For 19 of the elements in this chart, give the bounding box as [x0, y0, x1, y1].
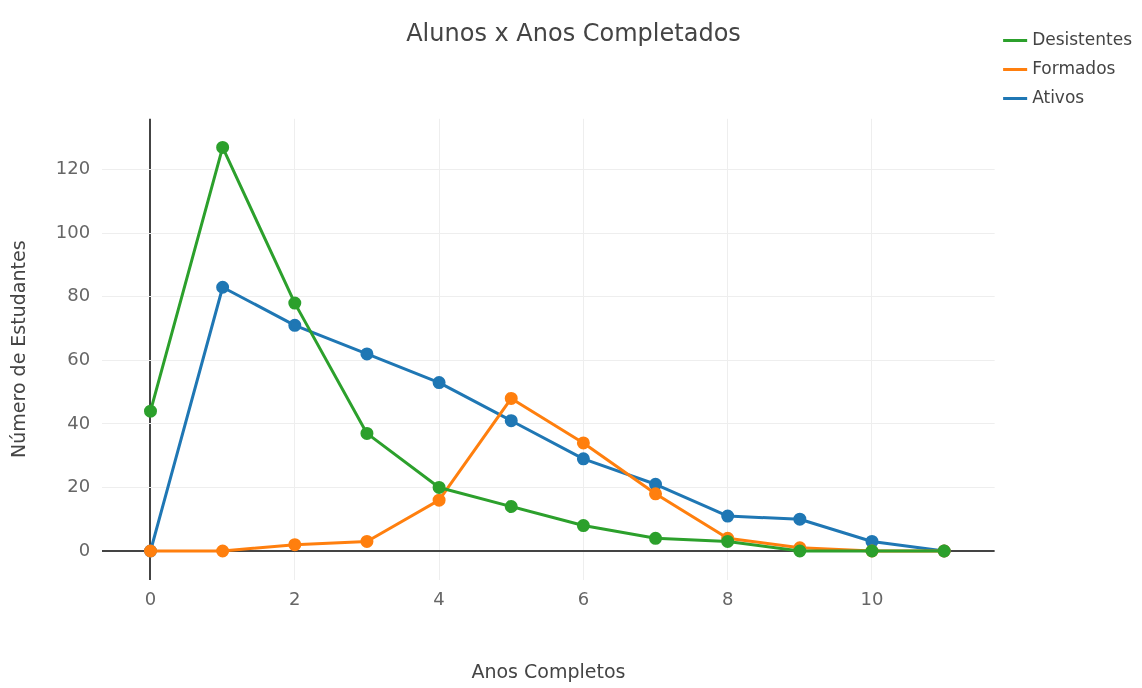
y-tick-label: 120 — [55, 157, 91, 179]
x-axis-title: Anos Completos — [471, 659, 626, 682]
x-tick-label: 2 — [289, 588, 301, 610]
x-tick-label: 4 — [433, 588, 445, 610]
chart-title: Alunos x Anos Completados — [406, 18, 741, 47]
y-tick-label: 100 — [55, 220, 91, 242]
y-tick-label: 0 — [78, 538, 91, 560]
y-tick-label: 20 — [67, 475, 91, 497]
x-tick-label: 10 — [860, 588, 884, 610]
y-tick-label: 40 — [67, 411, 91, 433]
y-axis-title: Número de Estudantes — [7, 240, 30, 458]
legend-label: Formados — [1032, 57, 1116, 78]
x-tick-label: 0 — [144, 588, 157, 610]
legend-label: Ativos — [1032, 86, 1085, 107]
y-tick-label: 60 — [67, 347, 91, 369]
x-tick-label: 6 — [577, 588, 590, 610]
x-tick-label: 8 — [721, 588, 734, 610]
legend-label: Desistentes — [1032, 28, 1133, 49]
y-tick-label: 80 — [67, 284, 91, 306]
